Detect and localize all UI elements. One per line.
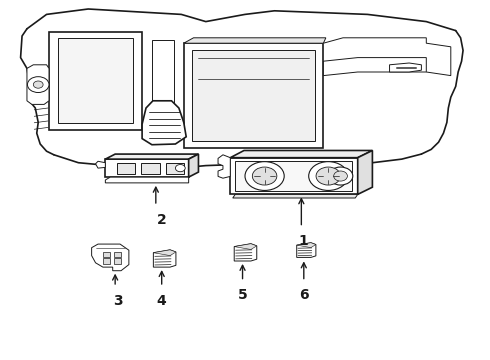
Polygon shape (142, 101, 186, 145)
Circle shape (309, 162, 348, 190)
Polygon shape (153, 250, 176, 256)
Text: 6: 6 (299, 288, 309, 302)
Circle shape (334, 171, 347, 181)
Polygon shape (234, 244, 257, 249)
Polygon shape (153, 250, 176, 267)
FancyArrowPatch shape (159, 271, 164, 284)
Polygon shape (390, 63, 421, 72)
FancyArrowPatch shape (299, 199, 304, 225)
Polygon shape (152, 40, 174, 137)
Polygon shape (234, 244, 257, 261)
Text: 3: 3 (113, 294, 122, 307)
Polygon shape (323, 38, 451, 76)
Polygon shape (92, 244, 129, 271)
Polygon shape (297, 243, 316, 257)
Polygon shape (105, 177, 189, 183)
FancyArrowPatch shape (113, 275, 118, 284)
Polygon shape (235, 161, 352, 191)
Bar (117, 163, 135, 174)
FancyArrowPatch shape (240, 265, 245, 279)
Polygon shape (230, 158, 358, 194)
Circle shape (252, 167, 277, 185)
Circle shape (245, 162, 284, 190)
Polygon shape (105, 159, 189, 177)
Bar (114, 252, 121, 257)
Circle shape (33, 81, 43, 88)
Bar (103, 258, 110, 264)
Polygon shape (233, 194, 358, 198)
FancyArrowPatch shape (153, 187, 158, 203)
Text: 2: 2 (157, 213, 167, 226)
Circle shape (328, 167, 353, 185)
Polygon shape (96, 161, 105, 168)
Polygon shape (323, 58, 426, 76)
FancyArrowPatch shape (301, 263, 306, 279)
Polygon shape (297, 243, 316, 248)
Circle shape (175, 165, 185, 172)
Text: 5: 5 (238, 288, 247, 302)
Polygon shape (230, 150, 372, 158)
Circle shape (316, 167, 341, 185)
Bar (141, 163, 160, 174)
Polygon shape (58, 38, 133, 123)
Circle shape (27, 77, 49, 93)
Bar (166, 163, 184, 174)
Polygon shape (218, 155, 230, 178)
Text: 1: 1 (298, 234, 308, 248)
Polygon shape (27, 65, 49, 104)
Text: 4: 4 (157, 294, 167, 307)
Bar (103, 252, 110, 257)
Polygon shape (49, 32, 142, 130)
Polygon shape (105, 154, 198, 159)
Polygon shape (184, 43, 323, 148)
Polygon shape (184, 38, 326, 43)
Bar (114, 258, 121, 264)
Polygon shape (189, 154, 198, 177)
Polygon shape (192, 50, 315, 141)
Polygon shape (358, 150, 372, 194)
